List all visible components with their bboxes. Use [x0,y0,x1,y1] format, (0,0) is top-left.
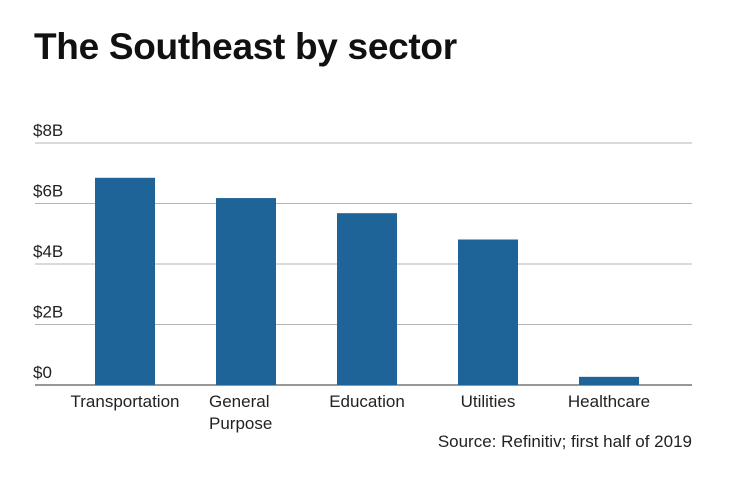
y-tick-label: $0 [33,363,52,382]
x-tick-label: Education [329,392,405,411]
bar-transportation [95,177,155,385]
y-tick-label: $8B [33,121,63,140]
y-tick-label: $6B [33,182,63,201]
bar-education [337,213,397,385]
x-tick-label: Transportation [71,392,180,411]
y-tick-label: $4B [33,242,63,261]
source-note: Source: Refinitiv; first half of 2019 [437,432,692,451]
bar-healthcare [579,376,639,385]
x-tick-label: Healthcare [568,392,650,411]
bar-general-purpose [216,198,276,385]
y-tick-label: $2B [33,303,63,322]
x-tick-label: General [209,392,269,411]
x-tick-label: Purpose [209,414,272,433]
bar-utilities [458,239,518,385]
x-tick-label: Utilities [461,392,516,411]
chart-title: The Southeast by sector [34,26,457,67]
